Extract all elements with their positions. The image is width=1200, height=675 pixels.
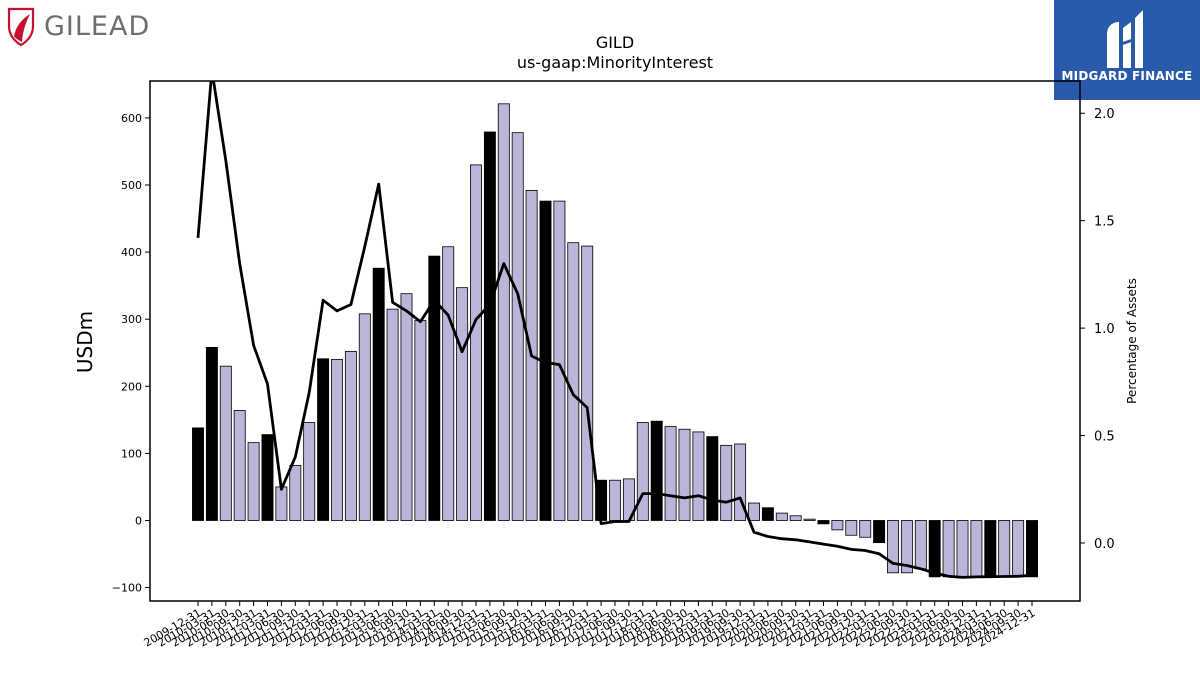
bar [428,255,441,521]
bar [233,410,246,521]
bar [205,346,218,521]
bar [372,267,385,521]
bar [400,293,413,521]
left-axis: −100 0 100 200 300 400 500 600 [112,112,150,595]
percentage-line [196,81,1033,579]
bar [219,365,232,521]
gilead-shield-icon [7,7,35,46]
bar [942,520,955,578]
y-tick-label: 400 [121,246,142,259]
gilead-wordmark: GILEAD [44,10,151,42]
y2-tick-label: 0.5 [1094,430,1115,445]
y2-tick-label: 1.5 [1094,215,1115,230]
y-tick-label: −100 [112,582,142,595]
bar [303,422,316,521]
bar [511,132,524,521]
midgard-finance-logo: MIDGARD FINANCE [1054,0,1200,100]
gilead-logo: GILEAD [6,6,150,46]
y-tick-label: 200 [121,380,142,393]
bar [692,431,705,521]
chart-subtitle: us-gaap:MinorityInterest [517,53,713,72]
bar [567,242,580,521]
bar [956,520,969,578]
bar [887,520,899,574]
bar [636,422,649,521]
bar [998,520,1011,578]
x-axis: 2009-12-312010-03-312010-06-302010-09-30… [142,601,1038,650]
y-tick-label: 500 [121,179,142,192]
bar [497,103,510,521]
bar [761,507,774,521]
bar [414,320,427,521]
bar [789,515,802,521]
bar [261,434,274,521]
bar [720,444,733,521]
bar [247,442,260,521]
bar [775,512,788,521]
bar [900,520,913,574]
bar [734,443,747,521]
y2-tick-label: 0.0 [1094,537,1115,552]
bar [650,420,663,521]
line-layer [196,81,1033,579]
bar [845,520,858,536]
bar [748,502,760,521]
bar [456,287,469,521]
y2-tick-label: 1.0 [1094,322,1115,337]
y2-tick-label: 2.0 [1094,107,1115,122]
bar [331,359,343,521]
bar [609,479,621,521]
bar [386,308,399,521]
y-tick-label: 100 [121,447,142,460]
bar [470,164,482,521]
bar [831,520,844,531]
bar [664,426,677,521]
bar [289,465,302,521]
y-tick-label: 600 [121,112,142,125]
bar [678,428,691,521]
bar [1012,520,1025,578]
bars-layer [192,103,1038,578]
bar [553,200,566,521]
y-axis-label: USDm [73,311,97,373]
chart-title: GILD [596,33,634,52]
y2-axis-label: Percentage of Assets [1125,278,1139,404]
bar [442,246,455,521]
bar [803,518,816,521]
bar [358,313,371,521]
bar [344,350,357,521]
bar [706,436,719,521]
bar [817,520,830,525]
bar [970,520,983,578]
bar [914,520,927,570]
midgard-emblem-icon [1107,10,1143,68]
midgard-wordmark: MIDGARD FINANCE [1061,69,1193,83]
bar [859,520,872,538]
bar [1026,520,1038,578]
bar [581,245,594,521]
bar [928,520,941,578]
right-axis: 0.0 0.5 1.0 1.5 2.0 [1080,107,1115,552]
bar [317,358,330,521]
bar [483,131,496,521]
bar [873,520,886,544]
y-tick-label: 0 [135,514,142,527]
bar [275,486,288,521]
bar [192,427,204,521]
bar [984,520,997,578]
y-tick-label: 300 [121,313,142,326]
